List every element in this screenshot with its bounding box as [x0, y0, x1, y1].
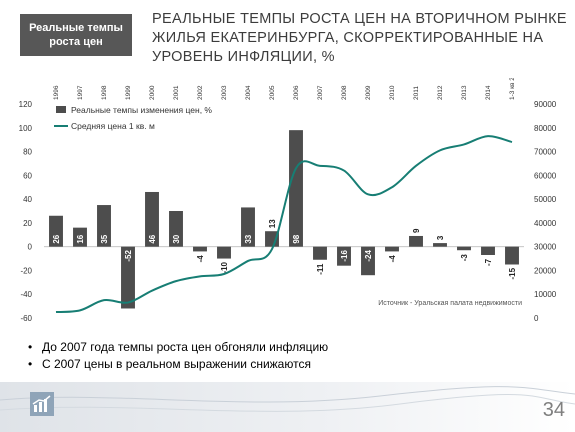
bar-value-label: -15 [508, 267, 517, 279]
bar-value-label: -52 [124, 250, 133, 262]
bullet-item-1: До 2007 года темпы роста цен обгоняли ин… [28, 339, 328, 356]
x-category-label: 2007 [317, 85, 324, 100]
x-category-label: 2005 [269, 85, 276, 100]
bar-value-label: 33 [244, 234, 253, 243]
y-left-tick-label: 60 [23, 171, 32, 180]
y-left-tick-label: -60 [20, 314, 32, 323]
bar-value-label: 35 [100, 234, 109, 243]
bullet-item-2: С 2007 цены в реальном выражении снижают… [28, 356, 328, 373]
y-right-tick-label: 10000 [534, 290, 557, 299]
x-category-label: 1998 [101, 85, 108, 100]
y-left-tick-label: -40 [20, 290, 32, 299]
badge-line-2: роста цен [49, 36, 103, 48]
bar [361, 246, 375, 276]
bar [337, 246, 351, 266]
footer-wave-decoration [0, 386, 575, 412]
bar [217, 246, 231, 259]
x-category-label: 1997 [77, 85, 84, 100]
x-category-label: 2011 [413, 86, 420, 100]
y-left-tick-label: 40 [23, 195, 32, 204]
y-left-tick-label: 0 [28, 243, 33, 252]
bar-value-label: -3 [460, 254, 469, 262]
bar-value-label: -4 [196, 255, 205, 263]
bar [169, 211, 183, 247]
bar [289, 130, 303, 247]
price-line-series [55, 135, 513, 314]
bar-value-label: -16 [340, 250, 349, 262]
legend-bar-label: Реальные темпы изменения цен, % [71, 105, 212, 115]
bar [457, 246, 471, 251]
bullet-list: До 2007 года темпы роста цен обгоняли ин… [28, 339, 328, 373]
x-category-label: 1999 [125, 85, 132, 100]
bar [49, 215, 63, 247]
bar-value-label: 9 [412, 228, 421, 233]
x-category-label: 2014 [485, 85, 492, 100]
y-right-tick-label: 20000 [534, 266, 557, 275]
y-right-tick-label: 90000 [534, 100, 557, 109]
y-right-tick-label: 50000 [534, 195, 557, 204]
bar [73, 227, 87, 247]
bar [481, 246, 495, 255]
title-line-2: ЖИЛЬЯ ЕКАТЕРИНБУРГА, СКОРРЕКТИРОВАННЫЕ Н… [152, 30, 544, 46]
y-right-tick-label: 0 [534, 314, 539, 323]
x-category-label: 2004 [245, 85, 252, 100]
bar-value-label: -10 [220, 261, 229, 273]
x-category-label: 2001 [173, 85, 180, 100]
combo-chart: -60 -40 -20 0 20 40 60 80 100 120 0 10000 20000 30000… [19, 78, 557, 323]
y-left-tick-label: 120 [19, 100, 33, 109]
bar-value-label: 98 [292, 234, 301, 243]
section-badge: Реальные темпы роста цен [20, 14, 132, 56]
y-right-tick-label: 80000 [534, 124, 557, 133]
y-right-tick-label: 70000 [534, 148, 557, 157]
bar [385, 246, 399, 252]
bar-value-label: -24 [364, 250, 373, 262]
x-category-label: 2003 [221, 85, 228, 100]
x-category-label: 2006 [293, 85, 300, 100]
bar-value-label: 30 [172, 234, 181, 243]
source-note: Источник - Уральская палата недвижимости [378, 300, 522, 307]
bar-value-label: -4 [388, 255, 397, 263]
bar [409, 235, 423, 247]
y-right-tick-label: 60000 [534, 171, 557, 180]
legend-line-label: Средняя цена 1 кв. м [71, 121, 155, 131]
y-right-tick-label: 30000 [534, 243, 557, 252]
title-line-3: УРОВЕНЬ ИНФЛЯЦИИ, % [152, 49, 335, 65]
bar [121, 246, 135, 309]
footer-band [0, 382, 575, 432]
chart-logo-icon [30, 392, 54, 416]
y-left-tick-label: 100 [19, 124, 33, 133]
bar-value-label: 13 [268, 219, 277, 228]
slide-title: РЕАЛЬНЫЕ ТЕМПЫ РОСТА ЦЕН НА ВТОРИЧНОМ РЫ… [152, 10, 572, 67]
x-category-label: 1996 [53, 85, 60, 100]
title-line-1: РЕАЛЬНЫЕ ТЕМПЫ РОСТА ЦЕН НА ВТОРИЧНОМ РЫ… [152, 11, 567, 27]
y-left-tick-label: 80 [23, 148, 32, 157]
y-left-tick-label: 20 [23, 219, 32, 228]
bar-value-label: 3 [436, 235, 445, 240]
x-category-label: 2010 [389, 85, 396, 100]
bar-value-label: 46 [148, 234, 157, 243]
x-category-label: 1-3 кв 2015 [509, 78, 516, 100]
bar-value-label: -7 [484, 258, 493, 266]
bar [241, 207, 255, 247]
y-left-tick-label: -20 [20, 266, 32, 275]
bar [505, 246, 519, 265]
page-number: 34 [542, 399, 565, 421]
legend-bar-swatch [56, 106, 66, 113]
x-category-label: 2000 [149, 85, 156, 100]
x-category-label: 2002 [197, 85, 204, 100]
x-category-label: 2013 [461, 85, 468, 100]
bar-value-label: -11 [316, 263, 325, 275]
bar [313, 246, 327, 260]
x-category-label: 2009 [365, 85, 372, 100]
bar [145, 191, 159, 247]
bar-value-label: 16 [76, 234, 85, 243]
bar [433, 243, 447, 247]
bar-value-label: 26 [52, 234, 61, 243]
bar [193, 246, 207, 252]
bar [97, 205, 111, 247]
badge-line-1: Реальные темпы [29, 22, 123, 34]
x-category-label: 2008 [341, 85, 348, 100]
x-category-label: 2012 [437, 85, 444, 100]
y-right-tick-label: 40000 [534, 219, 557, 228]
